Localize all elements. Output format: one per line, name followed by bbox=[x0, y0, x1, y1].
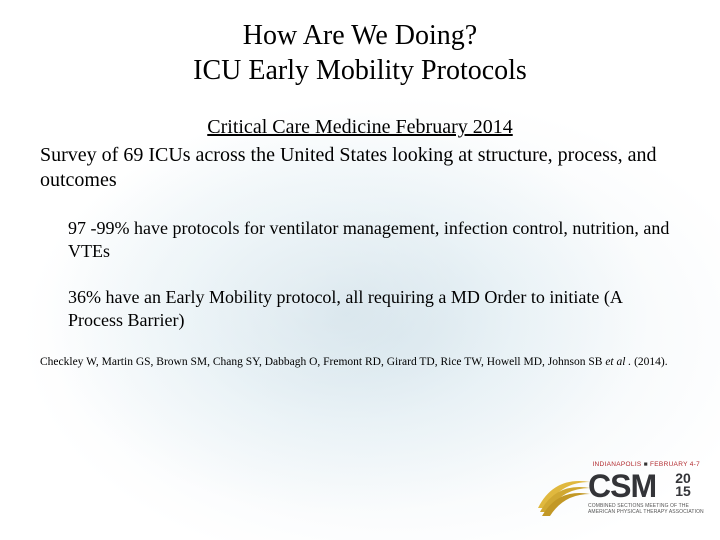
bullet-1: 97 -99% have protocols for ventilator ma… bbox=[68, 217, 680, 262]
logo-city: INDIANAPOLIS bbox=[592, 461, 641, 468]
citation-year: (2014). bbox=[634, 356, 668, 368]
logo-year: 20 15 bbox=[672, 472, 694, 499]
citation-authors: Checkley W, Martin GS, Brown SM, Chang S… bbox=[40, 356, 605, 368]
logo-main-text: CSM bbox=[588, 470, 656, 502]
logo-year-bottom: 15 bbox=[675, 483, 691, 499]
bullet-2: 36% have an Early Mobility protocol, all… bbox=[68, 286, 680, 331]
source-line: Critical Care Medicine February 2014 bbox=[40, 116, 680, 139]
logo-subtitle: COMBINED SECTIONS MEETING OF THE AMERICA… bbox=[588, 504, 704, 516]
swoosh-icon bbox=[536, 468, 592, 520]
survey-description: Survey of 69 ICUs across the United Stat… bbox=[40, 143, 680, 193]
logo-sub-line2: AMERICAN PHYSICAL THERAPY ASSOCIATION bbox=[588, 509, 704, 515]
csm-logo: INDIANAPOLIS ■ FEBRUARY 4-7 CSM 20 15 CO… bbox=[536, 460, 706, 530]
title-line-1: How Are We Doing? bbox=[243, 20, 477, 51]
citation: Checkley W, Martin GS, Brown SM, Chang S… bbox=[40, 355, 680, 370]
slide-title: How Are We Doing? ICU Early Mobility Pro… bbox=[40, 18, 680, 88]
citation-etal: et al . bbox=[605, 356, 634, 368]
title-line-2: ICU Early Mobility Protocols bbox=[193, 55, 527, 86]
slide-content: How Are We Doing? ICU Early Mobility Pro… bbox=[0, 0, 720, 540]
logo-dates: FEBRUARY 4-7 bbox=[650, 461, 700, 468]
